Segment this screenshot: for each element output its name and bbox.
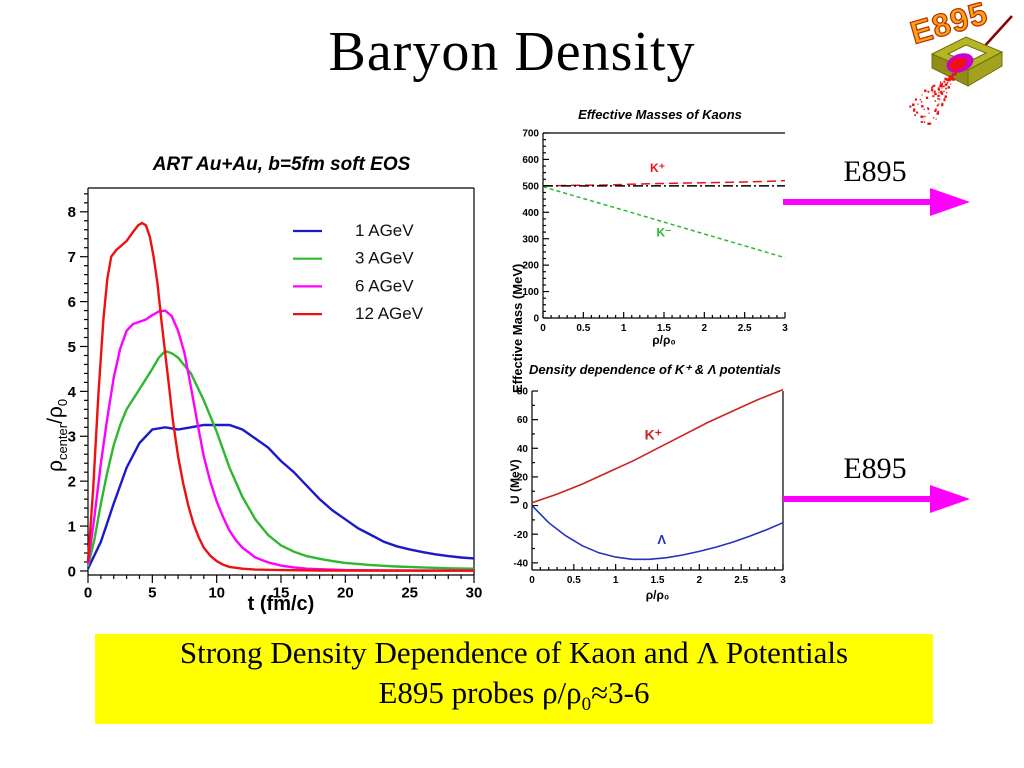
chart-density-ylabel: ρcenter/ρ0 [44,398,71,472]
summary-banner: Strong Density Dependence of Kaon and Λ … [95,634,933,724]
series-Λ [531,505,784,561]
svg-text:0: 0 [522,501,528,512]
tick-labels: 0 0.5 1 1.5 2 2.5 3 -40 -20 0 20 40 60 80 [514,387,787,586]
svg-text:-20: -20 [514,530,529,541]
kaon-effective-mass-svg: 0 0.5 1 1.5 2 2.5 3 0 100 200 300 400 500 600 700 K⁺ K⁻ [522,129,788,334]
svg-text:0: 0 [68,563,76,580]
chart-potentials: Density dependence of K⁺ & Λ potentials … [500,358,812,608]
svg-text:5: 5 [148,584,156,601]
svg-text:1.5: 1.5 [657,323,671,334]
svg-text:25: 25 [401,584,418,601]
banner-line2: E895 probes ρ/ρ0≈3-6 [378,674,650,716]
svg-text:20: 20 [517,473,529,484]
svg-text:60: 60 [517,415,529,426]
svg-text:1: 1 [613,575,619,586]
series-K⁺ [542,179,786,187]
chart-kaon-xlabel: ρ/ρ₀ [652,333,676,347]
svg-text:6: 6 [68,294,76,311]
banner-line1: Strong Density Dependence of Kaon and Λ … [179,634,849,670]
svg-text:8: 8 [68,204,76,221]
chart-density: ART Au+Au, b=5fm soft EOS 0 5 10 15 20 25 30 0 1… [30,152,485,632]
annotation-K⁻: K⁻ [657,226,672,240]
svg-text:400: 400 [522,208,539,219]
potentials-svg: 0 0.5 1 1.5 2 2.5 3 -40 -20 0 20 40 60 80 K⁺ Λ [514,387,787,586]
chart-density-xlabel: t (fm/c) [247,593,315,615]
callout-e895-top-label: E895 [843,155,907,188]
logo-spray [909,70,957,125]
axes [80,187,475,583]
legend-label: 6 AGeV [355,276,414,295]
svg-text:0.5: 0.5 [576,323,590,334]
svg-text:2: 2 [702,323,708,334]
tick-labels: 0 5 10 15 20 25 30 0 1 2 3 4 5 6 7 8 [68,204,483,601]
annotation-Λ: Λ [657,532,666,547]
series-3 AGeV [86,349,475,570]
series-K⁺ [531,388,784,504]
svg-text:7: 7 [68,249,76,266]
svg-text:5: 5 [68,339,76,356]
svg-text:300: 300 [522,234,539,245]
svg-text:3: 3 [68,429,76,446]
svg-text:80: 80 [517,387,529,398]
callout-e895-top: E895 [780,155,980,225]
density-evolution-svg: 0 5 10 15 20 25 30 0 1 2 3 4 5 6 7 8 1 AGeV 3 AGeV 6 AGeV 1… [68,187,483,601]
logo-detector [930,15,1013,87]
svg-text:700: 700 [522,129,539,140]
page-title: Baryon Density [328,21,696,83]
svg-text:2.5: 2.5 [734,575,748,586]
callout-e895-bottom-label: E895 [843,452,907,485]
svg-text:-40: -40 [514,558,529,569]
e895-logo: E895 [908,2,1013,125]
legend-label: 1 AGeV [355,221,414,240]
svg-text:2.5: 2.5 [738,323,752,334]
chart-kaon-title: Effective Masses of Kaons [578,107,742,122]
series-12 AGeV [86,221,474,572]
svg-text:20: 20 [337,584,354,601]
series-K⁻ [542,185,786,259]
chart-potentials-xlabel: ρ/ρ₀ [645,588,670,602]
series-6 AGeV [86,309,474,572]
svg-text:0: 0 [529,575,535,586]
svg-text:1: 1 [621,323,627,334]
svg-text:100: 100 [522,287,539,298]
svg-text:4: 4 [68,384,77,401]
right-arrow-icon [783,188,970,216]
svg-text:200: 200 [522,261,539,272]
axes [542,132,786,319]
svg-text:2: 2 [68,474,76,491]
axes [531,390,784,571]
callout-e895-bottom: E895 [780,452,980,522]
svg-text:2: 2 [697,575,703,586]
chart-density-canvas: 0 5 10 15 20 25 30 0 1 2 3 4 5 6 7 8 1 AGeV 3 AGeV 6 AGeV 1… [30,152,485,637]
legend-label: 12 AGeV [355,304,424,323]
svg-text:0: 0 [84,584,92,601]
annotation-K⁺: K⁺ [645,427,663,443]
chart-kaon-mass: Effective Masses of Kaons 0 0.5 1 1.5 2 2.5 3 0… [500,105,812,393]
svg-text:30: 30 [466,584,483,601]
annotation-K⁺: K⁺ [650,161,665,175]
legend-label: 3 AGeV [355,249,414,268]
svg-text:500: 500 [522,181,539,192]
svg-text:3: 3 [780,575,786,586]
chart-potentials-title: Density dependence of K⁺ & Λ potentials [529,362,781,377]
svg-text:40: 40 [517,444,529,455]
chart-density-title: ART Au+Au, b=5fm soft EOS [152,154,411,175]
svg-text:1: 1 [68,518,76,535]
svg-text:0: 0 [533,314,539,325]
right-arrow-icon [783,485,970,513]
svg-text:10: 10 [208,584,225,601]
svg-text:0: 0 [540,323,546,334]
tick-labels: 0 0.5 1 1.5 2 2.5 3 0 100 200 300 400 500 600 700 [522,129,788,334]
svg-text:1.5: 1.5 [651,575,665,586]
svg-text:15: 15 [273,584,290,601]
svg-text:0.5: 0.5 [567,575,581,586]
svg-text:600: 600 [522,155,539,166]
chart-kaon-canvas: 0 0.5 1 1.5 2 2.5 3 0 100 200 300 400 500 600 700 K⁺ K⁻ [500,105,812,366]
chart-potentials-canvas: 0 0.5 1 1.5 2 2.5 3 -40 -20 0 20 40 60 80 K⁺ Λ [500,358,812,613]
series-1 AGeV [86,423,475,570]
chart-potentials-ylabel: U (MeV) [508,459,522,504]
svg-text:3: 3 [782,323,788,334]
